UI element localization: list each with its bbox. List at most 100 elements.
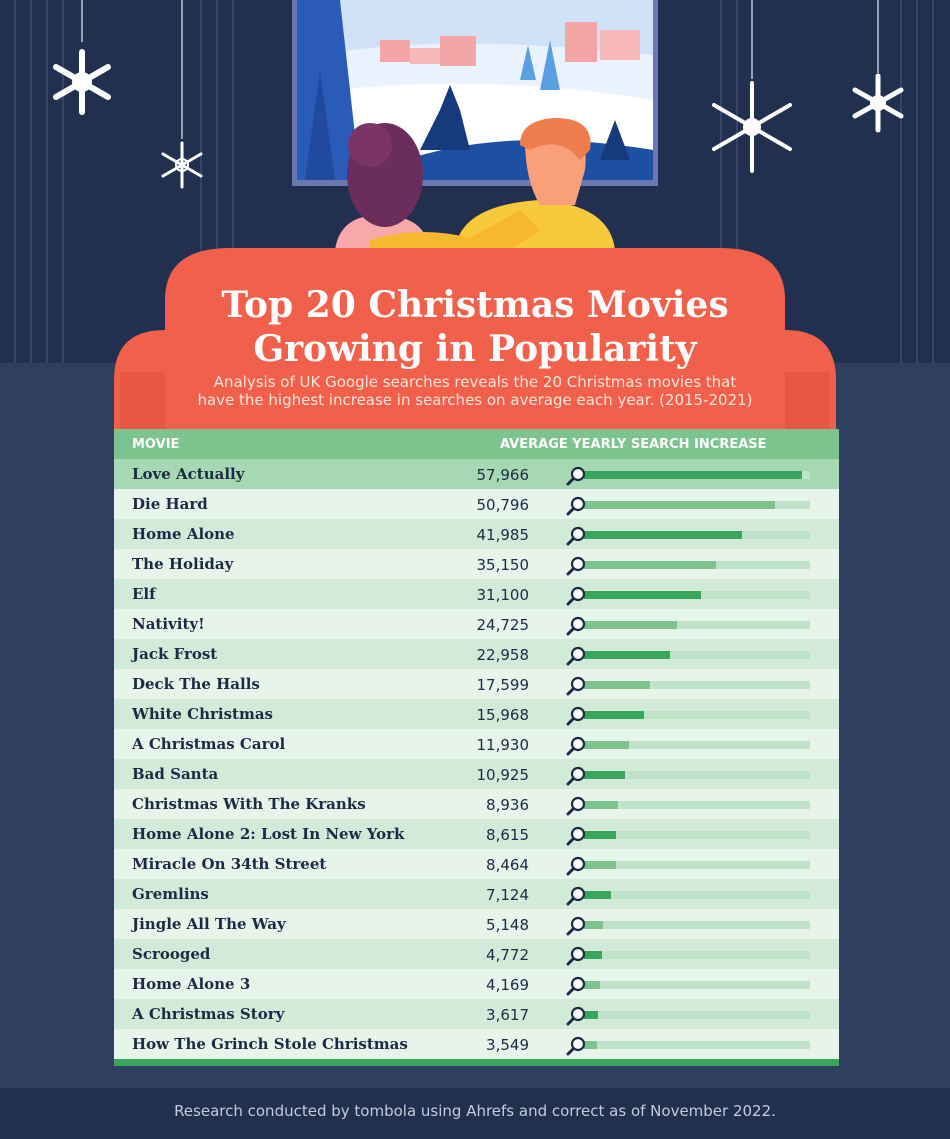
subtitle-line-2: have the highest increase in searches on… [197, 391, 753, 409]
table-row: White Christmas 15,968 [114, 699, 839, 729]
magnifier-icon [566, 706, 586, 726]
bar [584, 921, 603, 929]
chart-title: Top 20 Christmas Movies Growing in Popul… [115, 283, 835, 371]
bar-track [584, 531, 810, 539]
bar [584, 471, 802, 479]
table-row: Home Alone 3 4,169 [114, 969, 839, 999]
bar-track [584, 981, 810, 989]
illustration [53, 0, 904, 430]
search-increase-value: 31,100 [476, 586, 530, 604]
movie-name: Deck The Halls [132, 675, 260, 693]
movie-name: A Christmas Carol [132, 735, 286, 753]
bar [584, 531, 742, 539]
search-increase-value: 17,599 [476, 676, 530, 694]
chart-subtitle: Analysis of UK Google searches reveals t… [175, 373, 775, 409]
bar-track [584, 711, 810, 719]
bar-track [584, 1011, 810, 1019]
snowflake-icon [53, 0, 111, 115]
bar [584, 831, 616, 839]
subtitle-line-1: Analysis of UK Google searches reveals t… [213, 373, 737, 391]
table-row: How The Grinch Stole Christmas 3,549 [114, 1029, 839, 1059]
search-increase-value: 24,725 [476, 616, 530, 634]
movie-name: Gremlins [132, 885, 209, 903]
curtain-stripe [232, 0, 234, 363]
bar [584, 651, 670, 659]
table-row: Miracle On 34th Street 8,464 [114, 849, 839, 879]
bar [584, 981, 600, 989]
search-increase-value: 11,930 [476, 736, 530, 754]
movie-name: Home Alone 3 [132, 975, 251, 993]
movie-name: Bad Santa [132, 765, 219, 783]
magnifier-icon [566, 1006, 586, 1026]
magnifier-icon [566, 886, 586, 906]
bar-track [584, 831, 810, 839]
magnifier-icon [566, 496, 586, 516]
bar [584, 501, 775, 509]
ranking-table: MOVIE AVERAGE YEARLY SEARCH INCREASE Lov… [114, 429, 839, 1066]
movie-name: The Holiday [132, 555, 234, 573]
bar-track [584, 591, 810, 599]
bar [584, 741, 629, 749]
movie-name: How The Grinch Stole Christmas [132, 1035, 408, 1053]
bar [584, 1011, 598, 1019]
bar-track [584, 801, 810, 809]
curtain-stripe [216, 0, 218, 363]
movie-name: Die Hard [132, 495, 208, 513]
sofa [114, 248, 836, 430]
bar-track [584, 741, 810, 749]
magnifier-icon [566, 466, 586, 486]
table-row: Scrooged 4,772 [114, 939, 839, 969]
bar [584, 591, 701, 599]
movie-name: Home Alone 2: Lost In New York [132, 825, 405, 843]
search-increase-value: 15,968 [476, 706, 530, 724]
bar-track [584, 621, 810, 629]
search-increase-value: 8,936 [486, 796, 529, 814]
table-row: Jack Frost 22,958 [114, 639, 839, 669]
bar-track [584, 681, 810, 689]
movie-name: Christmas With The Kranks [132, 795, 366, 813]
magnifier-icon [566, 796, 586, 816]
magnifier-icon [566, 856, 586, 876]
magnifier-icon [566, 916, 586, 936]
bar [584, 951, 602, 959]
bar-track [584, 891, 810, 899]
magnifier-icon [566, 976, 586, 996]
movie-name: Jack Frost [132, 645, 218, 663]
curtain-stripe [14, 0, 16, 363]
snowflake-icon [852, 0, 904, 133]
bar [584, 1041, 597, 1049]
search-increase-value: 8,464 [486, 856, 529, 874]
bar-track [584, 651, 810, 659]
bar [584, 771, 625, 779]
curtain-stripe [62, 0, 64, 363]
search-increase-value: 4,169 [486, 976, 529, 994]
bar [584, 801, 618, 809]
search-increase-value: 5,148 [486, 916, 529, 934]
table-bottom-border [114, 1059, 839, 1066]
snowflake-icon [712, 0, 792, 173]
magnifier-icon [566, 646, 586, 666]
bar [584, 891, 611, 899]
table-row: Elf 31,100 [114, 579, 839, 609]
movie-name: Elf [132, 585, 156, 603]
movie-name: Nativity! [132, 615, 205, 633]
movie-name: Jingle All The Way [132, 915, 286, 933]
table-row: Nativity! 24,725 [114, 609, 839, 639]
column-header-movie: MOVIE [132, 437, 180, 452]
movie-name: White Christmas [132, 705, 273, 723]
table-row: The Holiday 35,150 [114, 549, 839, 579]
bar-track [584, 921, 810, 929]
bar-track [584, 771, 810, 779]
bar [584, 681, 650, 689]
curtain-stripe [46, 0, 48, 363]
table-row: Home Alone 2: Lost In New York 8,615 [114, 819, 839, 849]
movie-name: Miracle On 34th Street [132, 855, 327, 873]
tv-screen [292, 0, 658, 186]
bar-track [584, 501, 810, 509]
title-line-1: Top 20 Christmas Movies [221, 284, 729, 326]
movie-name: Love Actually [132, 465, 245, 483]
search-increase-value: 41,985 [476, 526, 530, 544]
magnifier-icon [566, 736, 586, 756]
bar-track [584, 951, 810, 959]
bar [584, 621, 677, 629]
